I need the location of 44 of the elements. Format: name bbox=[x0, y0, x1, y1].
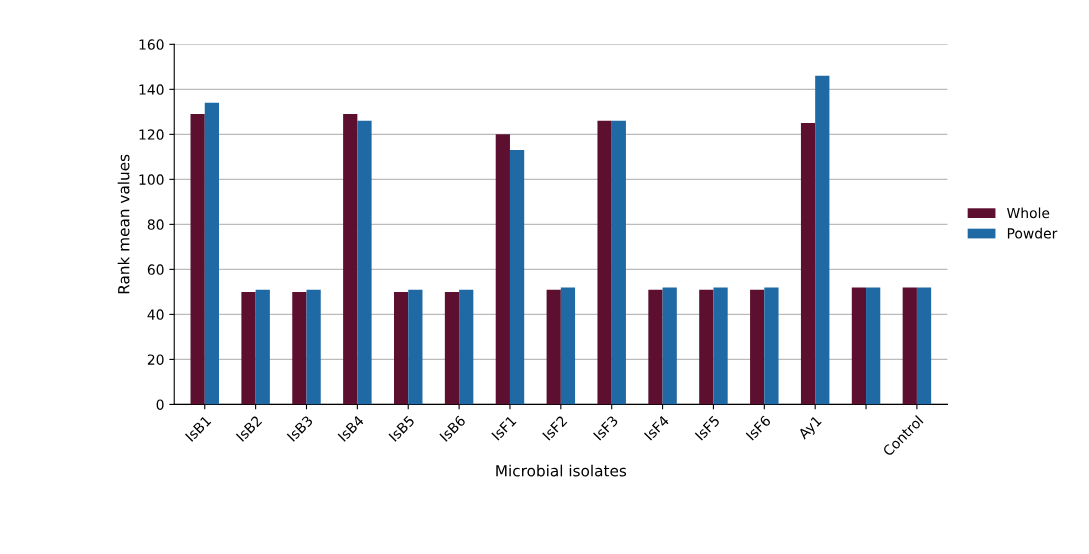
y-tick-label: 120 bbox=[139, 129, 164, 140]
bar bbox=[750, 289, 765, 405]
bar bbox=[495, 134, 510, 405]
bar bbox=[343, 114, 358, 405]
x-axis-title: Microbial isolates bbox=[496, 464, 627, 477]
bar bbox=[444, 291, 460, 405]
y-axis-title: Rank mean values bbox=[117, 154, 130, 294]
bar bbox=[560, 287, 576, 405]
y-tick-label: 60 bbox=[147, 264, 164, 275]
bar bbox=[916, 287, 932, 405]
bar bbox=[255, 289, 270, 405]
bar bbox=[546, 289, 561, 405]
y-tick-label: 140 bbox=[139, 84, 164, 95]
bar bbox=[393, 291, 409, 405]
bar bbox=[408, 289, 423, 405]
bar bbox=[648, 289, 663, 405]
y-tick-label: 160 bbox=[139, 39, 164, 50]
bar bbox=[306, 289, 321, 405]
y-tick-label: 40 bbox=[147, 309, 164, 320]
y-tick-label: 80 bbox=[147, 219, 164, 230]
bar bbox=[662, 287, 677, 405]
bar bbox=[190, 114, 205, 405]
bar bbox=[699, 289, 714, 405]
bar bbox=[800, 123, 816, 405]
y-tick-label: 0 bbox=[156, 399, 164, 410]
legend-label: Powder bbox=[1007, 227, 1058, 239]
bar bbox=[815, 75, 830, 405]
y-tick-label: 20 bbox=[147, 354, 164, 365]
bar bbox=[459, 289, 474, 405]
bar bbox=[866, 287, 881, 405]
bar bbox=[292, 291, 307, 405]
bar bbox=[357, 120, 372, 405]
bar bbox=[902, 287, 917, 405]
bar bbox=[764, 287, 779, 405]
bar bbox=[713, 287, 728, 405]
bar bbox=[241, 291, 256, 405]
bar bbox=[611, 120, 626, 405]
bar bbox=[597, 120, 612, 405]
bar bbox=[509, 150, 525, 405]
legend-label: Whole bbox=[1007, 207, 1050, 219]
y-tick-label: 100 bbox=[139, 174, 164, 185]
x-tick-label: Ay1 bbox=[797, 415, 824, 442]
bar bbox=[204, 102, 219, 405]
bar bbox=[851, 287, 867, 405]
